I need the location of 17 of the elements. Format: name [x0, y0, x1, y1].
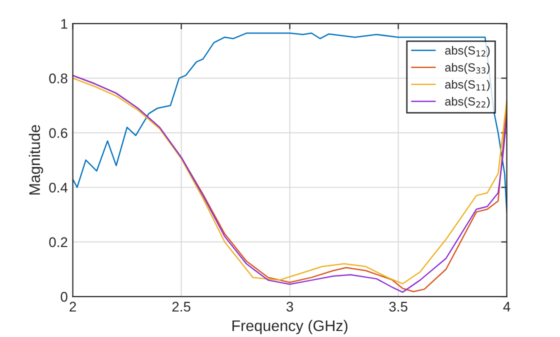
- y-tick-label: 0.4: [49, 182, 68, 193]
- legend-label: abs(S$_{22}$): [445, 96, 490, 108]
- x-tick-label: 4: [503, 302, 510, 312]
- y-axis-title: Magnitude: [28, 125, 44, 194]
- x-tick-label: 3.5: [389, 302, 408, 312]
- x-tick-label: 2: [70, 302, 76, 312]
- x-tick-label: 3: [286, 302, 294, 312]
- y-tick-label: 0.2: [49, 237, 68, 248]
- y-tick-label: 0.8: [49, 74, 68, 84]
- legend-label: abs(S$_{11}$): [445, 80, 490, 91]
- legend-label: abs(S$_{33}$): [445, 62, 490, 74]
- y-tick-label: 0: [60, 292, 68, 302]
- x-tick-label: 2.5: [172, 302, 190, 312]
- y-tick-label: 1: [61, 19, 68, 29]
- legend-label: abs(S$_{12}$): [445, 46, 490, 57]
- y-tick-label: 0.6: [49, 128, 68, 138]
- x-axis-title: Frequency (GHz): [232, 320, 348, 334]
